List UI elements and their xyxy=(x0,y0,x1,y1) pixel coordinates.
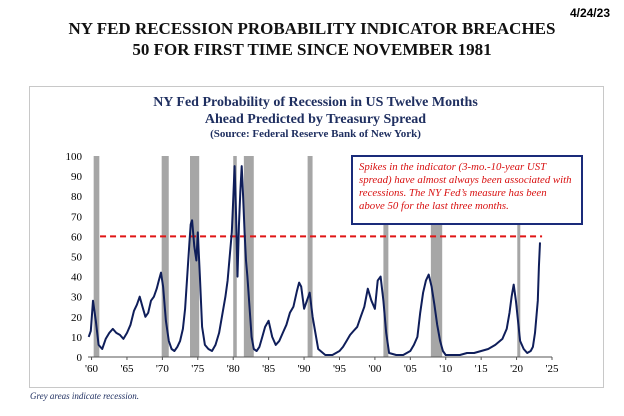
y-tick-label: 30 xyxy=(71,292,83,304)
recession-band-5 xyxy=(307,156,313,357)
annotation-callout: Spikes in the indicator (3-mo.-10-year U… xyxy=(351,155,583,225)
probability-series xyxy=(87,165,541,356)
x-tick-label: '15 xyxy=(475,363,488,375)
y-tick-label: 50 xyxy=(71,252,83,264)
recession-band-2 xyxy=(190,156,200,357)
y-tick-label: 60 xyxy=(71,231,83,243)
chart-title: NY Fed Probability of Recession in US Tw… xyxy=(29,94,602,128)
chart-title-line-2: Ahead Predicted by Treasury Spread xyxy=(204,112,427,127)
x-tick-label: '25 xyxy=(546,363,559,375)
x-tick-label: '80 xyxy=(227,363,240,375)
x-tick-label: '20 xyxy=(510,363,523,375)
y-tick-label: 70 xyxy=(71,211,83,223)
chart-title-line-1: NY Fed Probability of Recession in US Tw… xyxy=(153,95,478,110)
headline-line-2: 50 FOR FIRST TIME SINCE NOVEMBER 1981 xyxy=(132,40,492,59)
y-tick-label: 100 xyxy=(66,151,83,163)
y-tick-label: 90 xyxy=(71,171,83,183)
headline: NY FED RECESSION PROBABILITY INDICATOR B… xyxy=(0,18,624,60)
x-tick-label: '00 xyxy=(368,363,381,375)
chart-source: (Source: Federal Reserve Bank of New Yor… xyxy=(210,128,421,140)
x-tick-label: '05 xyxy=(404,363,417,375)
x-tick-label: '60 xyxy=(85,363,98,375)
x-tick-label: '85 xyxy=(262,363,275,375)
recession-band-1 xyxy=(161,156,169,357)
x-tick-label: '70 xyxy=(156,363,169,375)
recession-band-7 xyxy=(430,156,443,357)
y-tick-label: 80 xyxy=(71,191,83,203)
headline-line-1: NY FED RECESSION PROBABILITY INDICATOR B… xyxy=(68,19,556,38)
x-tick-label: '90 xyxy=(298,363,311,375)
footnote: Grey areas indicate recession. xyxy=(30,391,139,401)
recession-bands xyxy=(93,156,521,357)
y-tick-label: 0 xyxy=(77,352,83,364)
x-tick-label: '75 xyxy=(191,363,204,375)
y-tick-label: 20 xyxy=(71,312,83,324)
series-line-0 xyxy=(87,165,541,356)
axes: 0 10 20 30 40 50 60 70 80 90 100 '60 '65 '70 '75 '80 '85… xyxy=(66,151,559,375)
recession-band-8 xyxy=(517,156,521,357)
x-tick-label: '65 xyxy=(120,363,133,375)
recession-band-6 xyxy=(383,156,389,357)
y-tick-label: 40 xyxy=(71,272,83,284)
x-tick-label: '10 xyxy=(439,363,452,375)
report-date: 4/24/23 xyxy=(569,6,610,20)
recession-band-3 xyxy=(233,156,237,357)
recession-band-4 xyxy=(243,156,254,357)
x-tick-label: '95 xyxy=(333,363,346,375)
recession-band-0 xyxy=(93,156,100,357)
y-tick-label: 10 xyxy=(71,332,83,344)
